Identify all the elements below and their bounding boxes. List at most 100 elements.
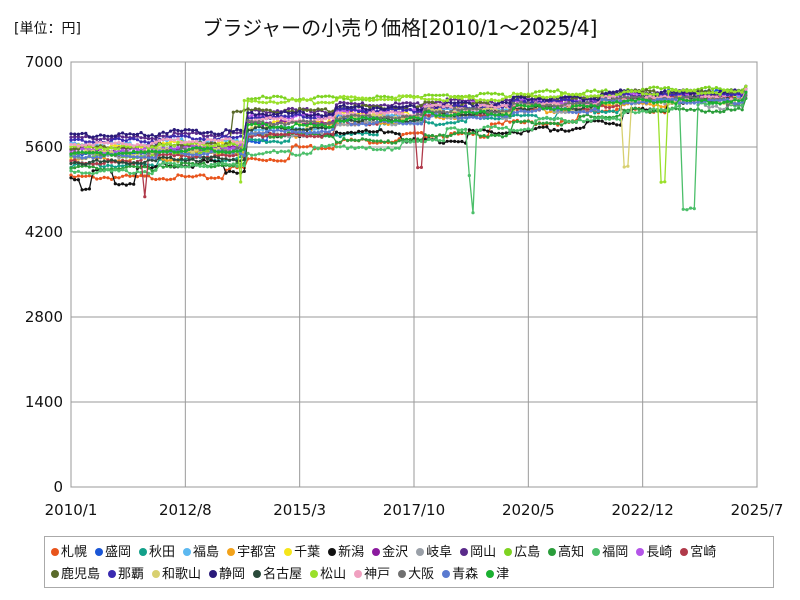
data-point bbox=[545, 99, 549, 103]
legend-marker-icon bbox=[328, 547, 337, 556]
data-point bbox=[327, 101, 331, 105]
data-point bbox=[69, 142, 73, 147]
data-point bbox=[172, 177, 176, 181]
data-point bbox=[545, 103, 549, 107]
series-line bbox=[70, 95, 747, 157]
data-point bbox=[456, 108, 460, 112]
data-point bbox=[633, 111, 637, 115]
data-point bbox=[707, 101, 711, 105]
data-point bbox=[460, 118, 464, 122]
data-point bbox=[246, 107, 250, 111]
data-point bbox=[275, 125, 280, 129]
data-point bbox=[157, 132, 162, 136]
data-point bbox=[511, 128, 516, 132]
data-point bbox=[534, 109, 538, 113]
data-point bbox=[213, 132, 217, 136]
data-point bbox=[180, 129, 184, 133]
data-point bbox=[312, 135, 316, 139]
data-point bbox=[323, 111, 328, 115]
data-point bbox=[235, 149, 239, 153]
data-point bbox=[298, 106, 302, 111]
data-point bbox=[677, 89, 682, 93]
data-point bbox=[630, 102, 634, 106]
data-point bbox=[386, 95, 390, 99]
data-point bbox=[574, 101, 578, 105]
data-point bbox=[405, 114, 409, 118]
data-point bbox=[434, 103, 438, 107]
data-point bbox=[301, 119, 305, 123]
data-point bbox=[194, 146, 198, 150]
data-point bbox=[670, 97, 674, 101]
data-point bbox=[209, 138, 213, 142]
data-point bbox=[272, 117, 276, 121]
data-point bbox=[467, 128, 471, 132]
data-point bbox=[279, 149, 283, 153]
data-point bbox=[430, 104, 434, 108]
data-point bbox=[121, 154, 125, 158]
data-point bbox=[209, 163, 213, 167]
data-point bbox=[183, 128, 187, 132]
data-point bbox=[559, 91, 564, 95]
data-point bbox=[696, 95, 700, 99]
data-point bbox=[80, 131, 84, 136]
data-point bbox=[98, 176, 103, 181]
data-point bbox=[453, 121, 457, 125]
data-point bbox=[246, 99, 250, 103]
data-point bbox=[202, 137, 206, 142]
data-point bbox=[375, 120, 379, 124]
data-point bbox=[596, 106, 601, 110]
data-point bbox=[294, 99, 298, 103]
data-point bbox=[423, 110, 427, 115]
data-point bbox=[113, 137, 117, 141]
data-point bbox=[309, 143, 313, 148]
data-point bbox=[692, 108, 696, 112]
data-point bbox=[438, 100, 442, 104]
data-point bbox=[582, 96, 586, 100]
data-point bbox=[593, 111, 597, 115]
data-point bbox=[419, 139, 423, 143]
legend-item: 和歌山 bbox=[152, 564, 201, 585]
data-point bbox=[283, 100, 287, 104]
y-tick-label: 4200 bbox=[25, 223, 63, 241]
data-point bbox=[283, 150, 287, 154]
data-point bbox=[342, 97, 346, 101]
data-point bbox=[489, 104, 494, 108]
x-tick-label: 2015/3 bbox=[273, 501, 326, 519]
data-point bbox=[559, 119, 564, 123]
data-point bbox=[334, 119, 339, 123]
data-point bbox=[253, 99, 257, 103]
data-point bbox=[117, 140, 121, 144]
data-point bbox=[312, 120, 316, 124]
data-point bbox=[165, 153, 169, 157]
data-point bbox=[272, 135, 276, 139]
data-point bbox=[102, 169, 106, 173]
data-point bbox=[143, 195, 147, 199]
data-point bbox=[69, 138, 73, 142]
data-point bbox=[641, 100, 645, 104]
data-point bbox=[379, 116, 383, 120]
data-point bbox=[250, 97, 254, 101]
data-point bbox=[261, 135, 265, 139]
data-point bbox=[497, 92, 501, 96]
data-point bbox=[416, 137, 420, 141]
data-point bbox=[460, 96, 464, 100]
data-point bbox=[106, 151, 110, 155]
data-point bbox=[346, 138, 350, 142]
data-point bbox=[80, 136, 84, 140]
data-point bbox=[231, 170, 235, 174]
legend-item: 広島 bbox=[504, 542, 540, 563]
data-point bbox=[633, 95, 637, 99]
data-point bbox=[346, 105, 350, 109]
data-point bbox=[128, 132, 132, 136]
data-point bbox=[449, 105, 453, 109]
data-point bbox=[357, 129, 361, 133]
data-point bbox=[124, 133, 128, 137]
data-point bbox=[548, 117, 553, 121]
data-point bbox=[135, 132, 139, 136]
data-point bbox=[191, 137, 195, 141]
data-point bbox=[467, 101, 471, 105]
data-point bbox=[268, 100, 272, 104]
data-point bbox=[519, 95, 523, 99]
data-point bbox=[161, 134, 165, 138]
data-point bbox=[733, 108, 737, 112]
